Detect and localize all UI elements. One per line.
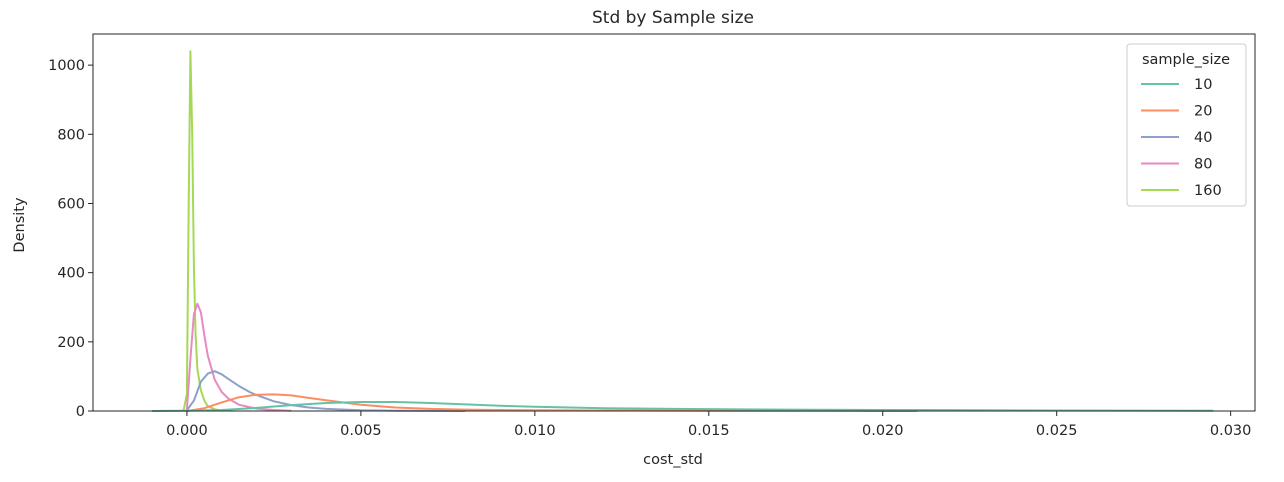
x-tick-label: 0.030 — [1210, 423, 1252, 439]
x-tick-label: 0.010 — [514, 423, 556, 439]
y-tick-label: 0 — [76, 404, 85, 420]
y-axis: 0 200 400 600 800 1000 — [48, 58, 93, 420]
legend-label-80: 80 — [1194, 157, 1212, 173]
series-line-20 — [186, 393, 918, 412]
series-line-160 — [182, 50, 222, 412]
x-axis: 0.000 0.005 0.010 0.015 0.020 0.025 0.030 — [166, 411, 1251, 439]
y-tick-label: 400 — [57, 266, 85, 282]
y-tick-label: 200 — [57, 335, 85, 351]
legend-label-10: 10 — [1194, 77, 1212, 93]
x-tick-label: 0.015 — [688, 423, 730, 439]
legend: sample_size 10 20 40 80 160 — [1126, 43, 1247, 207]
plot-area — [152, 50, 1214, 412]
series-line-10 — [152, 401, 1214, 412]
plot-frame — [92, 33, 1256, 412]
x-tick-label: 0.000 — [166, 423, 208, 439]
y-tick-label: 1000 — [48, 58, 85, 74]
chart-title: Std by Sample size — [592, 8, 754, 28]
x-tick-label: 0.025 — [1036, 423, 1078, 439]
legend-frame — [1126, 43, 1247, 207]
x-axis-label: cost_std — [643, 452, 703, 468]
legend-label-160: 160 — [1194, 183, 1222, 199]
legend-title: sample_size — [1142, 52, 1230, 68]
legend-label-40: 40 — [1194, 130, 1212, 146]
y-tick-label: 800 — [57, 127, 85, 143]
y-axis-label: Density — [12, 197, 28, 253]
legend-label-20: 20 — [1194, 104, 1212, 120]
series-line-40 — [186, 370, 466, 412]
x-tick-label: 0.005 — [340, 423, 382, 439]
x-tick-label: 0.020 — [862, 423, 904, 439]
y-tick-label: 600 — [57, 196, 85, 212]
